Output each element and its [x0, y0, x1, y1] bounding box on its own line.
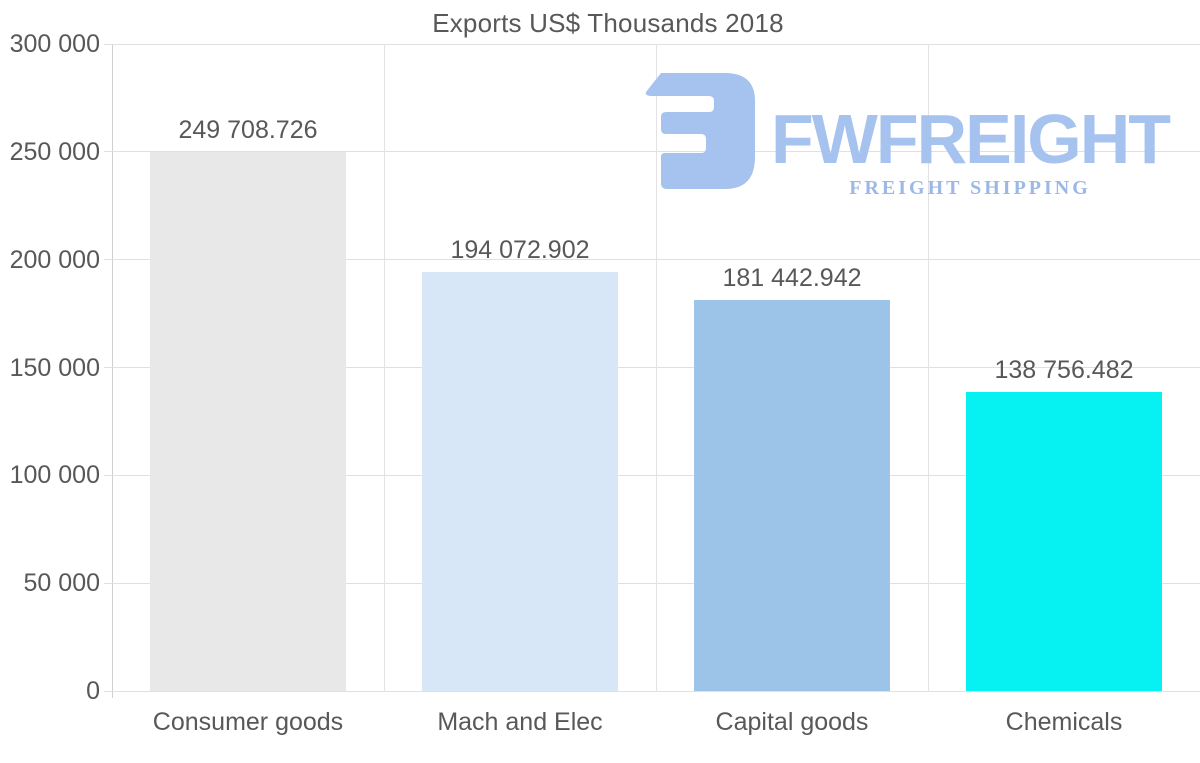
y-tick-label: 150 000 [9, 353, 100, 382]
bar-capital-goods [694, 299, 890, 691]
bar-chemicals [966, 391, 1162, 691]
y-gridline [104, 582, 1200, 584]
bar-value-label: 181 442.942 [722, 263, 862, 292]
y-gridline [104, 151, 1200, 153]
x-category-label: Chemicals [1005, 708, 1123, 736]
y-axis-line [112, 44, 113, 698]
y-tick-label: 200 000 [9, 245, 100, 274]
y-gridline [104, 259, 1200, 261]
y-tick-label: 0 [86, 677, 100, 705]
y-tick-label: 100 000 [9, 461, 100, 490]
bar-value-label: 249 708.726 [178, 116, 318, 145]
chart-title: Exports US$ Thousands 2018 [432, 8, 784, 38]
y-tick-label: 250 000 [9, 137, 100, 166]
brand-watermark: FWFREIGHT FREIGHT SHIPPING [645, 73, 1171, 200]
brand-text-block: FWFREIGHT FREIGHT SHIPPING [771, 73, 1171, 200]
y-tick-label: 300 000 [9, 30, 100, 58]
x-axis: Consumer goods Mach and Elec Capital goods… [112, 706, 1200, 742]
y-gridline [104, 43, 1200, 45]
brand-tagline: FREIGHT SHIPPING [849, 177, 1091, 199]
fwfreight-logo-icon [645, 73, 755, 189]
y-tick-label: 50 000 [23, 569, 100, 598]
brand-name: FWFREIGHT [771, 100, 1171, 178]
y-gridline [104, 367, 1200, 368]
category-separator-gridline [384, 44, 385, 691]
x-category-label: Capital goods [715, 708, 869, 736]
y-gridline [104, 690, 1200, 692]
x-category-label: Mach and Elec [437, 708, 603, 736]
bar-value-label: 138 756.482 [994, 355, 1134, 384]
x-category-label: Consumer goods [152, 708, 344, 736]
bar-consumer-goods [150, 152, 346, 691]
bar-mach-and-elec [422, 272, 618, 691]
category-separator-gridline [656, 44, 657, 691]
plot-area: 249 708.726 194 072.902 181 442.942 138 756… [104, 43, 1200, 698]
category-separator-gridline [928, 44, 929, 691]
y-gridline [104, 474, 1200, 476]
y-axis: 0 50 000 100 000 150 000 200 000 250 000 300 0… [0, 30, 100, 705]
bar-value-label: 194 072.902 [450, 236, 590, 265]
